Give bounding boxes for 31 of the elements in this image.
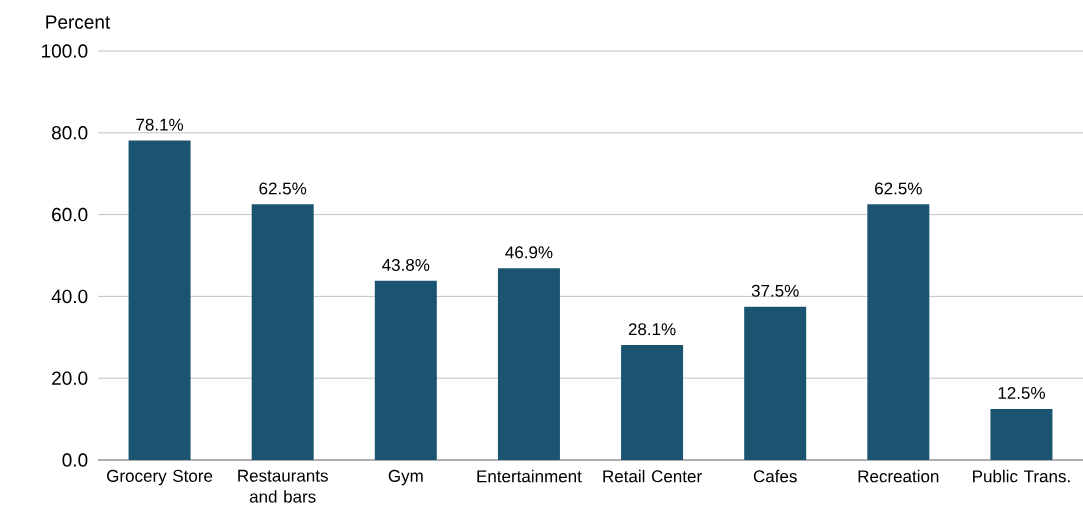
bar [374, 280, 437, 460]
x-tick-label: Retail Center [603, 469, 702, 483]
y-tick-label: 20.0 [52, 371, 88, 385]
x-tick-label: Gym [388, 469, 423, 486]
bar [744, 306, 807, 460]
y-axis-title: Percent [46, 15, 111, 29]
y-tick-label: 80.0 [51, 126, 88, 140]
bar [990, 408, 1053, 460]
data-label: 62.5% [875, 182, 922, 195]
bar [867, 204, 930, 460]
x-tick-label: Cafes [753, 469, 797, 483]
bar [621, 345, 684, 460]
data-label: 37.5% [751, 284, 799, 297]
data-label: 12.5% [998, 386, 1045, 400]
y-tick-label: 60.0 [52, 207, 88, 222]
data-label: 62.5% [259, 182, 307, 195]
x-tick-label: Restaurants and bars [238, 469, 328, 503]
bar [251, 204, 314, 460]
y-tick-label: 100.0 [42, 44, 88, 58]
data-label: 28.1% [628, 323, 676, 336]
y-tick-label: 0.0 [62, 453, 88, 467]
x-tick-label: Entertainment [477, 469, 582, 483]
data-label: 46.9% [505, 246, 553, 259]
data-label: 43.8% [382, 258, 430, 271]
x-tick-label: Grocery Store [107, 469, 213, 486]
data-label: 78.1% [136, 118, 184, 131]
x-tick-label: Recreation [858, 469, 939, 483]
bar [128, 140, 191, 460]
x-tick-label: Public Trans. [973, 469, 1070, 483]
bar [497, 268, 560, 460]
y-tick-label: 40.0 [51, 289, 88, 304]
